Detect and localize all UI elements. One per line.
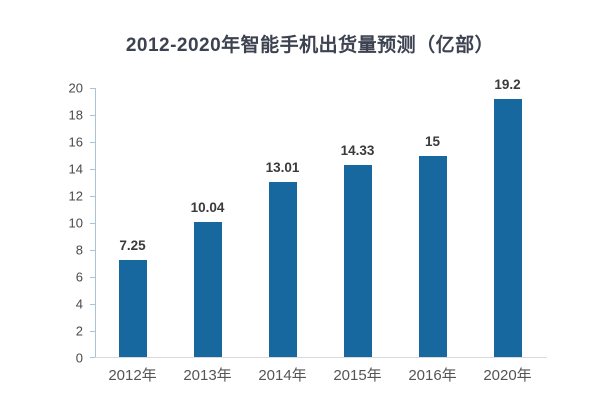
bar <box>268 182 297 358</box>
y-axis-tick-label: 12 <box>68 188 83 204</box>
plot-area: 7.25 10.04 13.01 14.33 15 19.2 <box>90 77 547 358</box>
y-axis-tick-label: 18 <box>68 107 83 123</box>
y-axis-tick-mark <box>90 331 95 332</box>
bar-value-label: 13.01 <box>265 160 300 176</box>
bar-slot: 10.04 <box>170 88 245 358</box>
bar-slot: 13.01 <box>245 88 320 358</box>
y-axis-labels: 0 2 4 6 8 10 12 14 16 18 20 <box>40 81 95 366</box>
y-axis-tick-mark <box>90 115 95 116</box>
bar <box>418 155 447 358</box>
bar <box>193 222 222 358</box>
chart-title: 2012-2020年智能手机出货量预测（亿部） <box>125 35 495 56</box>
x-axis-label: 2012年 <box>108 367 157 384</box>
bar-value-label: 14.33 <box>340 142 375 158</box>
bars-row: 7.25 10.04 13.01 14.33 15 19.2 <box>95 77 545 358</box>
y-axis-tick-mark <box>90 223 95 224</box>
bar <box>493 98 522 358</box>
y-axis-tick-label: 6 <box>75 269 83 285</box>
y-axis-tick-mark <box>90 88 95 89</box>
y-axis-tick-mark <box>90 250 95 251</box>
y-axis-line <box>95 88 96 358</box>
bar-slot: 14.33 <box>320 88 395 358</box>
y-axis-tick-mark <box>90 277 95 278</box>
x-axis-labels: 2012年 2013年 2014年 2015年 2016年 2020年 <box>95 364 545 385</box>
y-axis-tick-label: 10 <box>68 215 83 231</box>
bar-slot: 15 <box>395 88 470 358</box>
y-axis-tick-mark <box>90 169 95 170</box>
x-axis-label: 2020年 <box>483 367 532 384</box>
bar <box>118 260 147 358</box>
bar-value-label: 15 <box>424 133 441 149</box>
bar-slot: 19.2 <box>470 77 545 358</box>
x-axis-baseline <box>95 357 547 358</box>
y-axis-tick-label: 2 <box>75 323 83 339</box>
x-axis-label: 2016年 <box>408 367 457 384</box>
bar <box>343 164 372 358</box>
x-axis-label: 2014年 <box>258 367 307 384</box>
y-axis-tick-label: 0 <box>75 350 83 366</box>
y-axis-tick-label: 8 <box>75 242 83 258</box>
y-axis-tick-mark <box>90 142 95 143</box>
bar-slot: 7.25 <box>95 88 170 358</box>
y-axis-tick-label: 14 <box>68 161 83 177</box>
y-axis-tick-label: 16 <box>68 134 83 150</box>
y-axis-tick-label: 20 <box>68 80 83 96</box>
x-axis-label: 2015年 <box>333 367 382 384</box>
x-axis-label: 2013年 <box>183 367 232 384</box>
bar-value-label: 10.04 <box>190 200 225 216</box>
y-axis-tick-mark <box>90 196 95 197</box>
y-axis-tick-mark <box>90 357 95 358</box>
bar-value-label: 7.25 <box>119 238 146 254</box>
bar-value-label: 19.2 <box>494 76 521 92</box>
y-axis-tick-label: 4 <box>75 296 83 312</box>
y-axis-tick-mark <box>90 304 95 305</box>
